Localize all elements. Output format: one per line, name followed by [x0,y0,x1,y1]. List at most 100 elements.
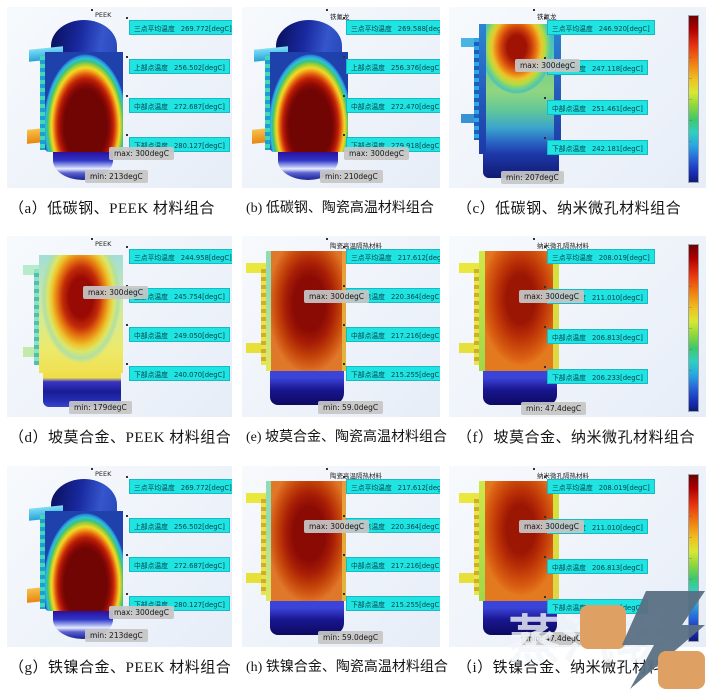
callout-avg-temp: 三点平均温度 269.772[degC] [126,17,232,35]
temperature-callouts: 三点平均温度 269.588[degC] 上部点温度 256.376[degC] 中… [343,17,440,152]
callout-upper-temp: 上部点温度 245.754[degC] [126,285,230,303]
panel-caption: （a）低碳钢、PEEK 材料组合 [9,201,215,217]
callout-value: 256.502[degC] [173,522,225,531]
vessel-body [479,24,561,154]
callout-value: 206.233[degC] [591,603,643,612]
vessel-threads [34,269,41,365]
callout-value: 215.255[degC] [390,370,440,379]
panel-caption: (b) 低碳钢、陶瓷高温材料组合 [246,201,434,216]
callout-value: 220.364[degC] [390,292,440,301]
callout-middle-temp: 中部点温度 272.470[degC] [343,95,440,113]
temperature-colorbar [688,474,699,642]
thermal-model [23,241,137,413]
max-temp-badge: max: 300degC [519,290,584,303]
thermal-model [459,471,575,643]
temperature-callouts: 三点平均温度 269.772[degC] 上部点温度 256.502[degC] 中… [126,17,232,152]
vessel-threads [265,56,272,150]
callout-label: 中部点温度 [351,561,385,570]
callout-value: 215.255[degC] [390,600,440,609]
callout-lower-temp: 下部点温度 242.181[degC] [544,137,648,155]
vessel-threads [40,56,47,150]
panel-caption: (h) 铁镍合金、陶瓷高温材料组合 [246,660,448,675]
callout-avg-temp: 三点平均温度 217.612[degC] [343,476,440,494]
max-temp-badge: max: 300degC [515,59,580,72]
model-material-label: 铁氟龙 [326,11,350,21]
model-material-label: PEEK [91,470,111,478]
callout-avg-temp: 三点平均温度 246.920[degC] [544,17,655,35]
min-temp-badge: min: 179degC [69,401,132,414]
vessel-foot [270,601,344,635]
callout-value: 272.470[degC] [390,102,440,111]
thermal-model [246,241,362,413]
callout-label: 三点平均温度 [134,483,175,492]
vessel-threads [474,265,482,365]
temperature-colorbar [688,15,699,183]
callout-value: 246.920[degC] [598,24,650,33]
callout-label: 中部点温度 [552,104,586,113]
vessel-threads [474,38,481,140]
callout-value: 217.612[degC] [397,483,440,492]
callout-upper-temp: 上部点温度 256.376[degC] [343,56,440,74]
callout-avg-temp: 三点平均温度 244.958[degC] [126,246,232,264]
callout-label: 下部点温度 [134,370,168,379]
callout-middle-temp: 中部点温度 272.687[degC] [126,554,230,572]
callout-label: 上部点温度 [134,292,168,301]
callout-value: 280.127[degC] [173,600,225,609]
simulation-scene: PEEK 三点平均温度 269.772[degC] 上部点温度 256.502[de… [7,466,232,647]
callout-upper-temp: 上部点温度 256.502[degC] [126,56,230,74]
figure-panel-g: PEEK 三点平均温度 269.772[degC] 上部点温度 256.502[de… [0,459,240,689]
callout-value: 247.118[degC] [591,64,643,73]
max-temp-badge: max: 300degC [344,147,409,160]
vessel-body [479,481,559,601]
callout-value: 208.019[degC] [598,253,650,262]
callout-value: 256.502[degC] [173,63,225,72]
callout-value: 269.588[degC] [397,24,440,33]
callout-value: 217.216[degC] [390,331,440,340]
panel-caption: （c）低碳钢、纳米微孔材料组合 [457,201,682,217]
callout-lower-temp: 下部点温度 206.233[degC] [544,366,648,384]
callout-middle-temp: 中部点温度 206.813[degC] [544,556,648,574]
model-material-label: PEEK [91,11,111,19]
callout-value: 242.181[degC] [591,144,643,153]
callout-label: 下部点温度 [552,373,586,382]
simulation-scene: PEEK 三点平均温度 269.772[degC] 上部点温度 256.502[de… [7,7,232,188]
model-material-label: 纳米微孔隔热材料 [533,240,589,250]
callout-label: 中部点温度 [351,331,385,340]
callout-avg-temp: 三点平均温度 208.019[degC] [544,246,655,264]
callout-label: 下部点温度 [351,141,385,150]
callout-value: 272.687[degC] [173,561,225,570]
panel-caption: （f）坡莫合金、纳米微孔材料组合 [457,430,695,446]
callout-value: 211.010[degC] [591,523,643,532]
callout-label: 三点平均温度 [351,253,392,262]
temperature-colorbar [688,244,699,412]
callout-label: 三点平均温度 [134,24,175,33]
callout-value: 211.010[degC] [591,293,643,302]
callout-label: 上部点温度 [134,63,168,72]
vessel-foot [483,371,557,405]
simulation-scene: 铁氟龙 三点平均温度 269.588[degC] 上部点温度 256.376[deg… [242,7,440,188]
callout-label: 三点平均温度 [552,24,593,33]
callout-value: 206.813[degC] [591,333,643,342]
min-temp-badge: min: 47.4degC [521,402,587,415]
thermal-model [25,471,137,643]
vessel-threads [474,495,482,595]
min-temp-badge: min: 47.4degC [521,632,587,645]
callout-lower-temp: 下部点温度 206.233[degC] [544,596,648,614]
temperature-callouts: 三点平均温度 269.772[degC] 上部点温度 256.502[degC] 中… [126,476,232,611]
callout-value: 217.612[degC] [397,253,440,262]
callout-avg-temp: 三点平均温度 269.588[degC] [343,17,440,35]
callout-value: 251.461[degC] [591,104,643,113]
model-material-label: 陶瓷高温隔热材料 [326,240,382,250]
callout-lower-temp: 下部点温度 240.070[degC] [126,363,230,381]
